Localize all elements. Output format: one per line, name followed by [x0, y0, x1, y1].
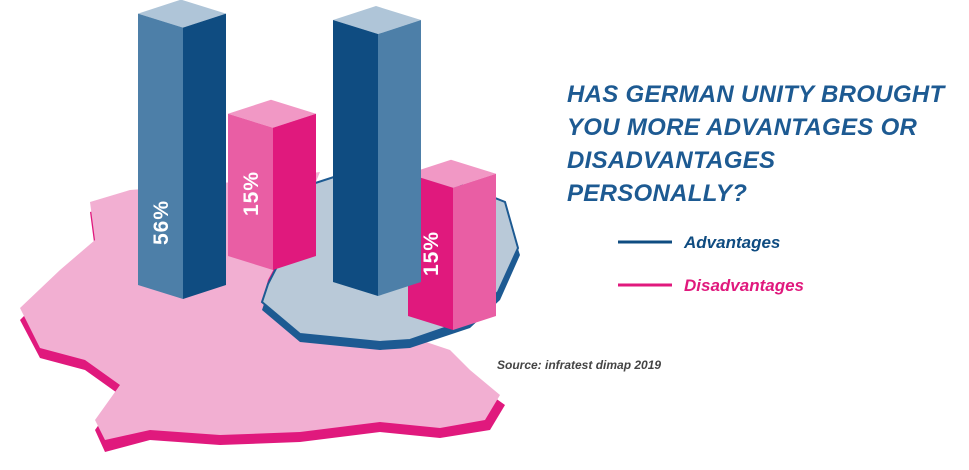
bar-top	[408, 159, 496, 188]
legend-label: Disadvantages	[684, 276, 804, 295]
chart-title: HAS GERMAN UNITY BROUGHT YOU MORE ADVANT…	[567, 81, 945, 207]
bar-face	[333, 20, 378, 297]
bar-top	[228, 99, 316, 128]
bar-side	[183, 13, 226, 299]
bar-face	[138, 13, 183, 299]
source: Source: infratest dimap 2019	[497, 358, 662, 372]
bar-top	[333, 6, 421, 35]
data-label: 15%	[420, 231, 443, 276]
legend-label: Advantages	[683, 233, 780, 252]
bar-side	[453, 173, 496, 330]
data-label: 56%	[150, 200, 173, 245]
bar-side	[378, 20, 421, 297]
bar-side	[273, 113, 316, 270]
bar-top	[138, 0, 226, 28]
data-label: 15%	[240, 171, 263, 216]
bar-face	[228, 113, 273, 270]
